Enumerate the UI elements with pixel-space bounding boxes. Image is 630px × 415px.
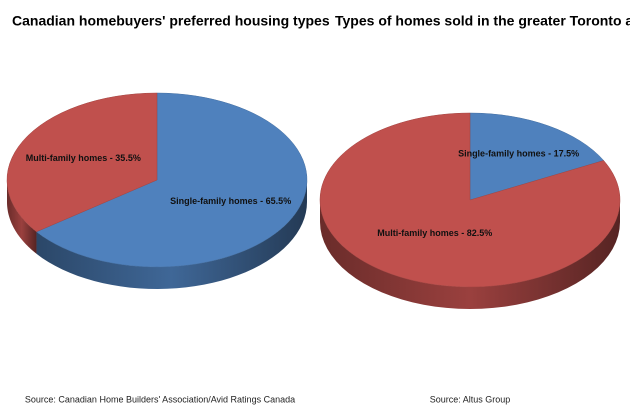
chart-title: Canadian homebuyers' preferred housing t… [12,13,330,29]
source: Source: Altus Group [430,394,511,404]
data-label: Multi-family homes - 82.5% [377,228,492,238]
pie-side [320,200,620,309]
pie-slice [319,112,621,288]
data-label: Single-family homes - 65.5% [170,196,291,206]
pie-slice [35,92,308,268]
pie-slice [6,92,158,233]
chart-title: Types of homes sold in the greater Toron… [335,13,630,29]
source: Source: Canadian Home Builders' Associat… [25,394,295,404]
data-label: Single-family homes - 17.5% [458,148,579,158]
data-label: Multi-family homes - 35.5% [26,153,141,163]
pie-slice [469,112,605,201]
pie-side [36,180,307,289]
pie-side [7,180,37,254]
